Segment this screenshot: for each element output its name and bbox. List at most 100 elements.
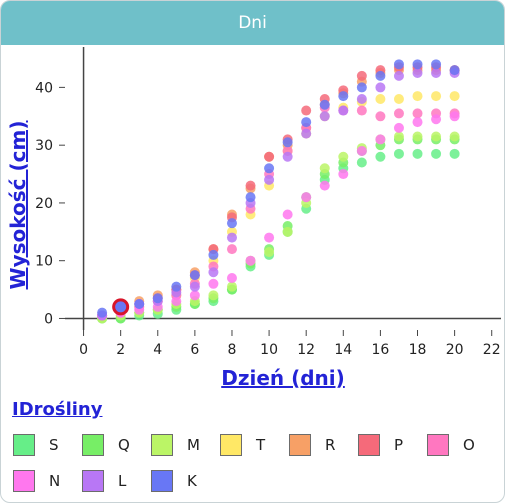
point-K [264,163,275,174]
legend-swatch [151,434,173,456]
point-T [393,93,404,104]
point-L [356,93,367,104]
point-P [356,70,367,81]
scatter-plot: 0 2 4 6 8 10 12 14 16 18 20 22 0 10 20 30 40 Dzień (dni)… [6,47,501,390]
point-K [245,192,256,203]
point-O [226,244,237,255]
point-S [449,148,460,159]
legend-label: R [325,436,336,454]
point-K [393,59,404,70]
y-tick-label: 30 [35,138,53,154]
point-N [338,169,349,180]
x-tick-label: 6 [190,342,199,358]
point-O [356,105,367,116]
legend-item-M[interactable]: M [151,433,200,457]
point-K [282,137,293,148]
x-tick-label: 4 [153,342,162,358]
point-K [431,59,442,70]
point-P [245,180,256,191]
point-L [319,111,330,122]
legend-label: T [256,436,266,454]
legend-swatch [358,434,380,456]
point-S [375,151,386,162]
data-points [97,59,460,324]
point-N [412,117,423,128]
highlighted-point [112,298,130,316]
point-N [245,255,256,266]
x-tick-label: 20 [446,342,464,358]
point-P [264,151,275,162]
point-K [152,293,163,304]
x-tick-label: 10 [260,342,278,358]
legend-label: S [49,436,59,454]
legend-item-S[interactable]: S [13,433,59,457]
point-N [449,111,460,122]
point-M [393,131,404,142]
point-K [375,70,386,81]
point-L [375,82,386,93]
legend-label: K [187,472,197,490]
legend-label: Q [118,436,130,454]
legend-item-L[interactable]: L [82,469,126,493]
x-axis-label: Dzień (dni) [221,366,345,390]
legend-label: N [49,472,61,490]
point-L [412,67,423,78]
point-P [301,105,312,116]
legend-swatch [82,434,104,456]
legend-item-N[interactable]: N [13,469,60,493]
y-tick-label: 0 [44,311,53,327]
legend-item-P[interactable]: P [358,433,403,457]
point-L [208,267,219,278]
point-N [226,273,237,284]
legend-item-Q[interactable]: Q [82,433,130,457]
point-K [134,299,145,310]
point-N [393,122,404,133]
point-O [412,108,423,119]
point-L [338,105,349,116]
point-T [449,91,460,102]
axes: 0 2 4 6 8 10 12 14 16 18 20 22 0 10 20 30 40 [35,47,501,358]
point-K [338,91,349,102]
point-L [301,128,312,139]
point-N [375,134,386,145]
chart-header: Dni [1,1,504,45]
point-M [226,281,237,292]
point-T [431,91,442,102]
point-T [412,91,423,102]
point-L [226,232,237,243]
point-S [356,157,367,168]
point-L [393,70,404,81]
point-K [449,65,460,76]
point-S [412,148,423,159]
point-N [301,192,312,203]
point-M [412,131,423,142]
point-O [375,111,386,122]
x-tick-label: 14 [334,342,352,358]
legend-swatch [220,434,242,456]
chart-title: Dni [238,13,267,33]
legend-title: IDrośliny [12,399,103,420]
y-axis-label: Wysokość (cm) [6,121,30,290]
legend-swatch [427,434,449,456]
point-O [393,108,404,119]
x-tick-label: 12 [297,342,315,358]
point-M [208,290,219,301]
x-tick-label: 16 [371,342,389,358]
point-L [282,151,293,162]
x-tick-label: 22 [483,342,501,358]
point-N [431,114,442,125]
point-N [356,145,367,156]
legend-item-K[interactable]: K [151,469,197,493]
legend-swatch [289,434,311,456]
x-tick-label: 18 [409,342,427,358]
point-N [264,232,275,243]
point-S [393,148,404,159]
point-M [264,247,275,258]
point-N [189,290,200,301]
legend-item-R[interactable]: R [289,433,335,457]
point-K [319,99,330,110]
x-tick-label: 8 [228,342,237,358]
legend-item-T[interactable]: T [220,433,265,457]
point-L [189,281,200,292]
legend-item-O[interactable]: O [427,433,475,457]
